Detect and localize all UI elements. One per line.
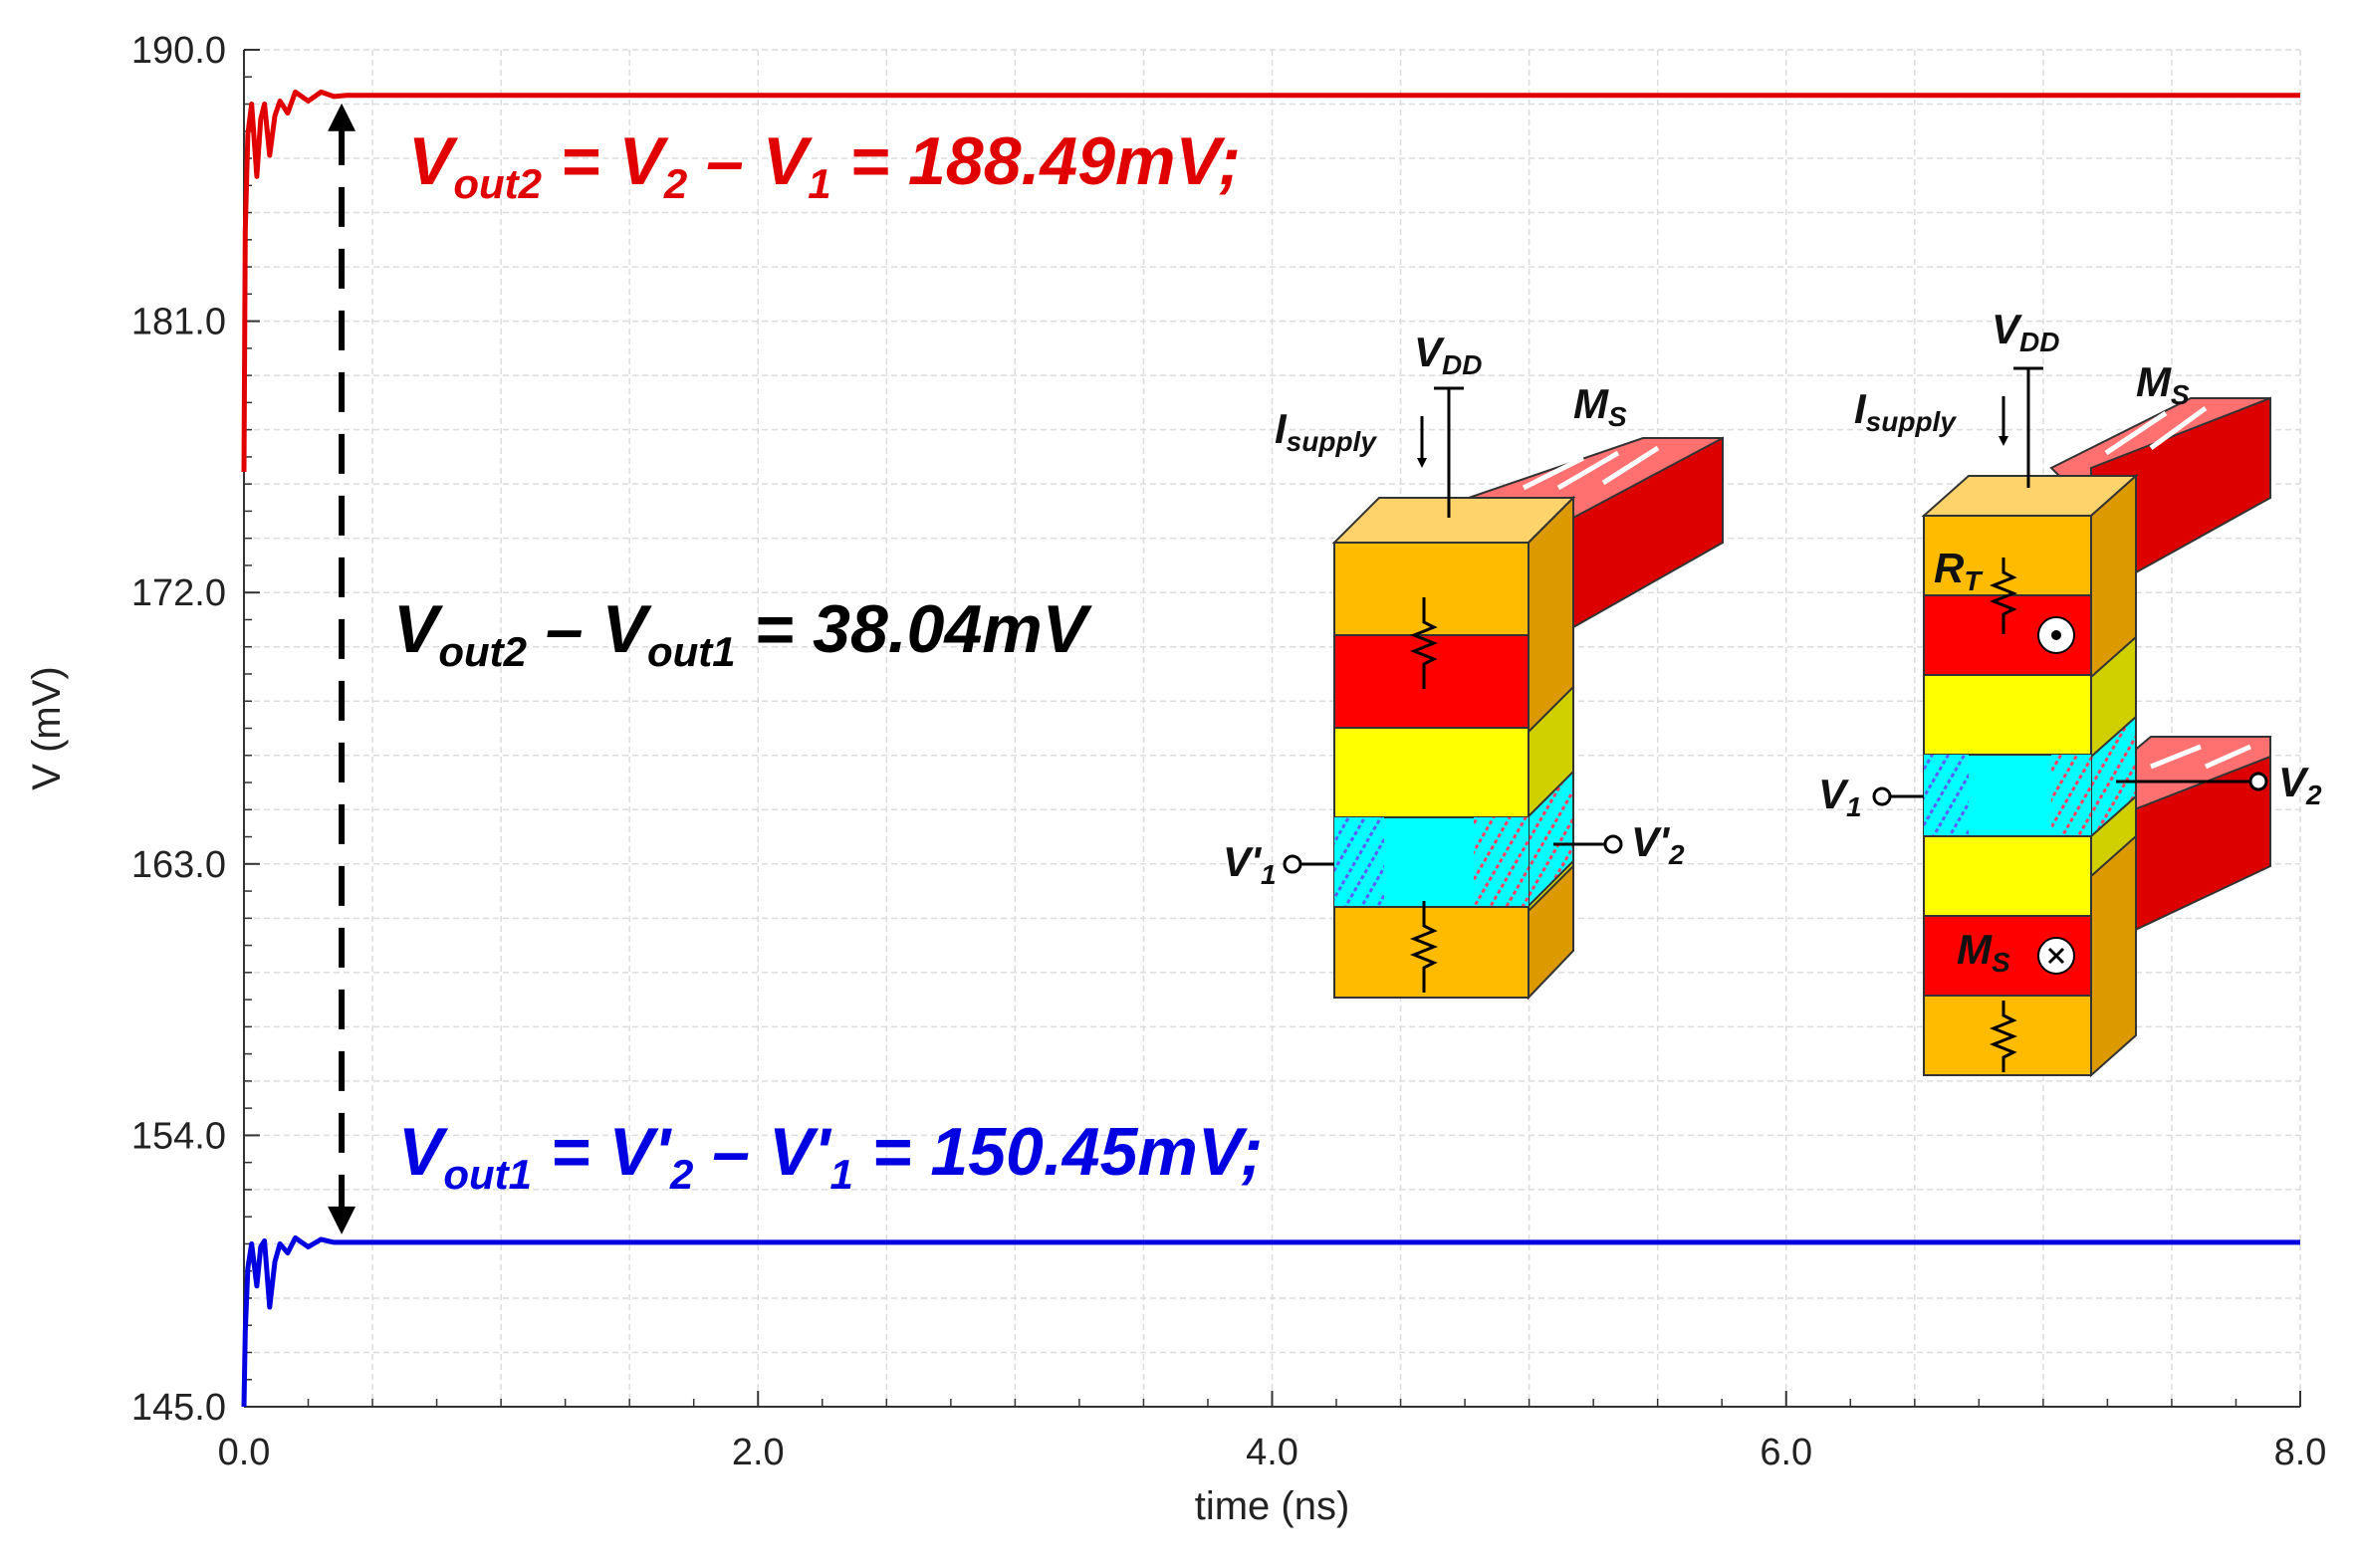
ms-arrows [1522, 445, 1660, 491]
d2-vdd-label: VDD [1992, 306, 2059, 357]
series-group [241, 89, 2300, 1408]
d1-vdd-label: VDD [1414, 329, 1482, 380]
device-diagram-1: VDD Isupply MS V'1 V'2 [1223, 329, 1724, 1001]
x-tick-label: 4.0 [1246, 1432, 1298, 1473]
device-diagram-2: VDD Isupply MS RT V1 V2 MS [1818, 306, 2322, 1078]
x-tick-label: 2.0 [732, 1432, 785, 1473]
layer-barrier [1333, 727, 1530, 818]
resistor-1 [1409, 597, 1439, 689]
vout2-annotation: Vout2 = V2 – V1 = 188.49mV; [408, 123, 1241, 207]
y-tick-label: 181.0 [131, 302, 226, 343]
d1-v2-label: V'2 [1631, 818, 1685, 870]
axes: 0.0 2.0 4.0 6.0 8.0 145.0 154.0 163.0 172.0 181.0… [25, 30, 2326, 1528]
d2-ms-top-label: MS [2136, 358, 2190, 410]
arrow-head-top [328, 103, 356, 131]
d2-isupply-label: Isupply [1854, 385, 1957, 437]
d1-v1-label: V'1 [1223, 838, 1277, 890]
layer-free [1333, 634, 1530, 729]
difference-arrow [328, 103, 356, 1234]
series-line-vout2 [241, 89, 2300, 473]
y-tick-label: 190.0 [131, 30, 226, 72]
d1-ms-label: MS [1573, 380, 1627, 432]
series-line-vout1 [241, 1234, 2300, 1408]
y-axis-label: V (mV) [25, 666, 69, 789]
y-tick-label: 163.0 [131, 844, 226, 886]
d2-ms-bottom-label: MS [1957, 926, 2010, 978]
x-tick-label: 8.0 [2274, 1432, 2327, 1473]
x-tick-label: 6.0 [1760, 1432, 1812, 1473]
vout1-annotation: Vout1 = V'2 – V'1 = 150.45mV; [398, 1114, 1263, 1198]
y-tick-label: 154.0 [131, 1115, 226, 1157]
x-tick-label: 0.0 [218, 1432, 271, 1473]
layer-electrode-bottom [1333, 906, 1530, 999]
difference-annotation: Vout2 – Vout1 = 38.04mV [393, 591, 1093, 675]
y-tick-label: 172.0 [131, 572, 226, 614]
grid [243, 49, 2301, 1408]
arrow-head-bottom [328, 1206, 356, 1234]
x-axis-label: time (ns) [1195, 1484, 1350, 1528]
d2-v1-label: V1 [1818, 771, 1862, 822]
resistor-2 [1409, 901, 1439, 993]
d2-v2-label: V2 [2278, 759, 2322, 810]
d2-rt-label: RT [1934, 545, 1984, 596]
d1-isupply-label: Isupply [1275, 405, 1377, 457]
y-tick-label: 145.0 [131, 1387, 226, 1429]
layer-electrode-top [1333, 542, 1530, 636]
